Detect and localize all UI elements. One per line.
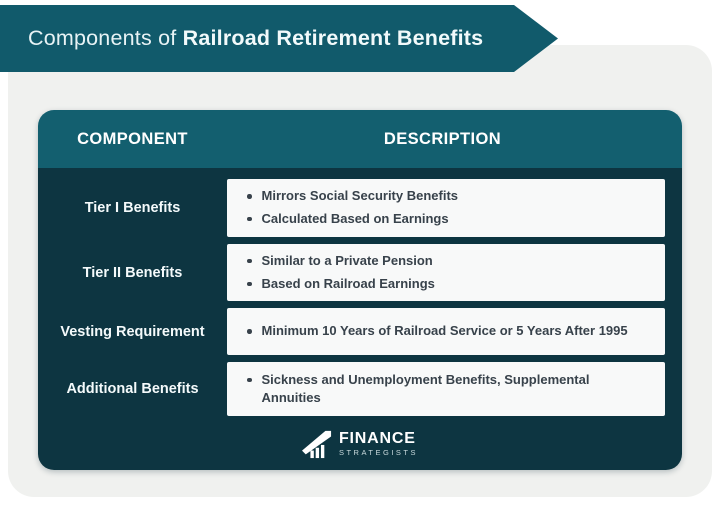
table-row-tier1: Tier I Benefits Mirrors Social Security … (38, 179, 682, 237)
column-header-component: COMPONENT (77, 129, 188, 148)
component-label: Tier II Benefits (82, 264, 183, 281)
bullet-item: Based on Railroad Earnings (247, 275, 435, 294)
title-banner: Components of Railroad Retirement Benefi… (0, 5, 558, 72)
finance-strategists-logo: FINANCE STRATEGISTS (301, 429, 419, 459)
description-box: Mirrors Social Security Benefits Calcula… (227, 179, 665, 237)
table-row-additional: Additional Benefits Sickness and Unemplo… (38, 362, 682, 417)
bar-chart-trend-icon (301, 430, 332, 458)
table-row-vesting: Vesting Requirement Minimum 10 Years of … (38, 308, 682, 356)
description-box: Sickness and Unemployment Benefits, Supp… (227, 362, 665, 417)
bullet-item: Minimum 10 Years of Railroad Service or … (247, 322, 628, 341)
table-row-tier2: Tier II Benefits Similar to a Private Pe… (38, 243, 682, 302)
bullet-text: Calculated Based on Earnings (261, 210, 449, 226)
description-box: Similar to a Private Pension Based on Ra… (227, 243, 665, 302)
bullet-dot-icon (247, 329, 252, 334)
brand-subtitle: STRATEGISTS (338, 447, 419, 457)
bullet-list: Mirrors Social Security Benefits Calcula… (247, 187, 458, 229)
bullet-text: Sickness and Unemployment Benefits, Supp… (261, 371, 590, 406)
bullet-text: Similar to a Private Pension (261, 252, 433, 268)
logo-text: FINANCE STRATEGISTS (338, 429, 419, 457)
bullet-dot-icon (247, 281, 252, 287)
page-title-bold: Railroad Retirement Benefits (182, 26, 484, 50)
bullet-text: Mirrors Social Security Benefits (261, 188, 459, 203)
bullet-list: Minimum 10 Years of Railroad Service or … (247, 322, 628, 341)
bullet-text: Based on Railroad Earnings (261, 275, 435, 291)
page-title: Components of Railroad Retirement Benefi… (28, 26, 483, 51)
bullet-list: Similar to a Private Pension Based on Ra… (247, 252, 435, 294)
bullet-item: Mirrors Social Security Benefits (247, 187, 458, 206)
table-header-row: COMPONENT DESCRIPTION (38, 110, 682, 168)
benefits-table: COMPONENT DESCRIPTION Tier I Benefits Mi… (38, 110, 682, 470)
component-label: Tier I Benefits (84, 199, 181, 216)
bullet-text: Minimum 10 Years of Railroad Service or … (261, 323, 628, 339)
component-label: Additional Benefits (66, 381, 199, 398)
bullet-dot-icon (247, 216, 252, 222)
footer: FINANCE STRATEGISTS (38, 423, 682, 470)
bullet-item: Calculated Based on Earnings (247, 210, 458, 229)
bullet-dot-icon (247, 194, 252, 199)
bullet-item: Sickness and Unemployment Benefits, Supp… (247, 371, 647, 409)
bullet-dot-icon (247, 258, 252, 264)
table-body: Tier I Benefits Mirrors Social Security … (38, 168, 682, 470)
bullet-dot-icon (247, 377, 252, 383)
column-header-description: DESCRIPTION (383, 129, 502, 148)
component-label: Vesting Requirement (60, 323, 205, 340)
bullet-item: Similar to a Private Pension (247, 252, 435, 271)
brand-name: FINANCE (338, 429, 416, 447)
description-box: Minimum 10 Years of Railroad Service or … (227, 308, 665, 356)
bullet-list: Sickness and Unemployment Benefits, Supp… (247, 371, 647, 409)
page-title-regular: Components of (28, 26, 183, 50)
